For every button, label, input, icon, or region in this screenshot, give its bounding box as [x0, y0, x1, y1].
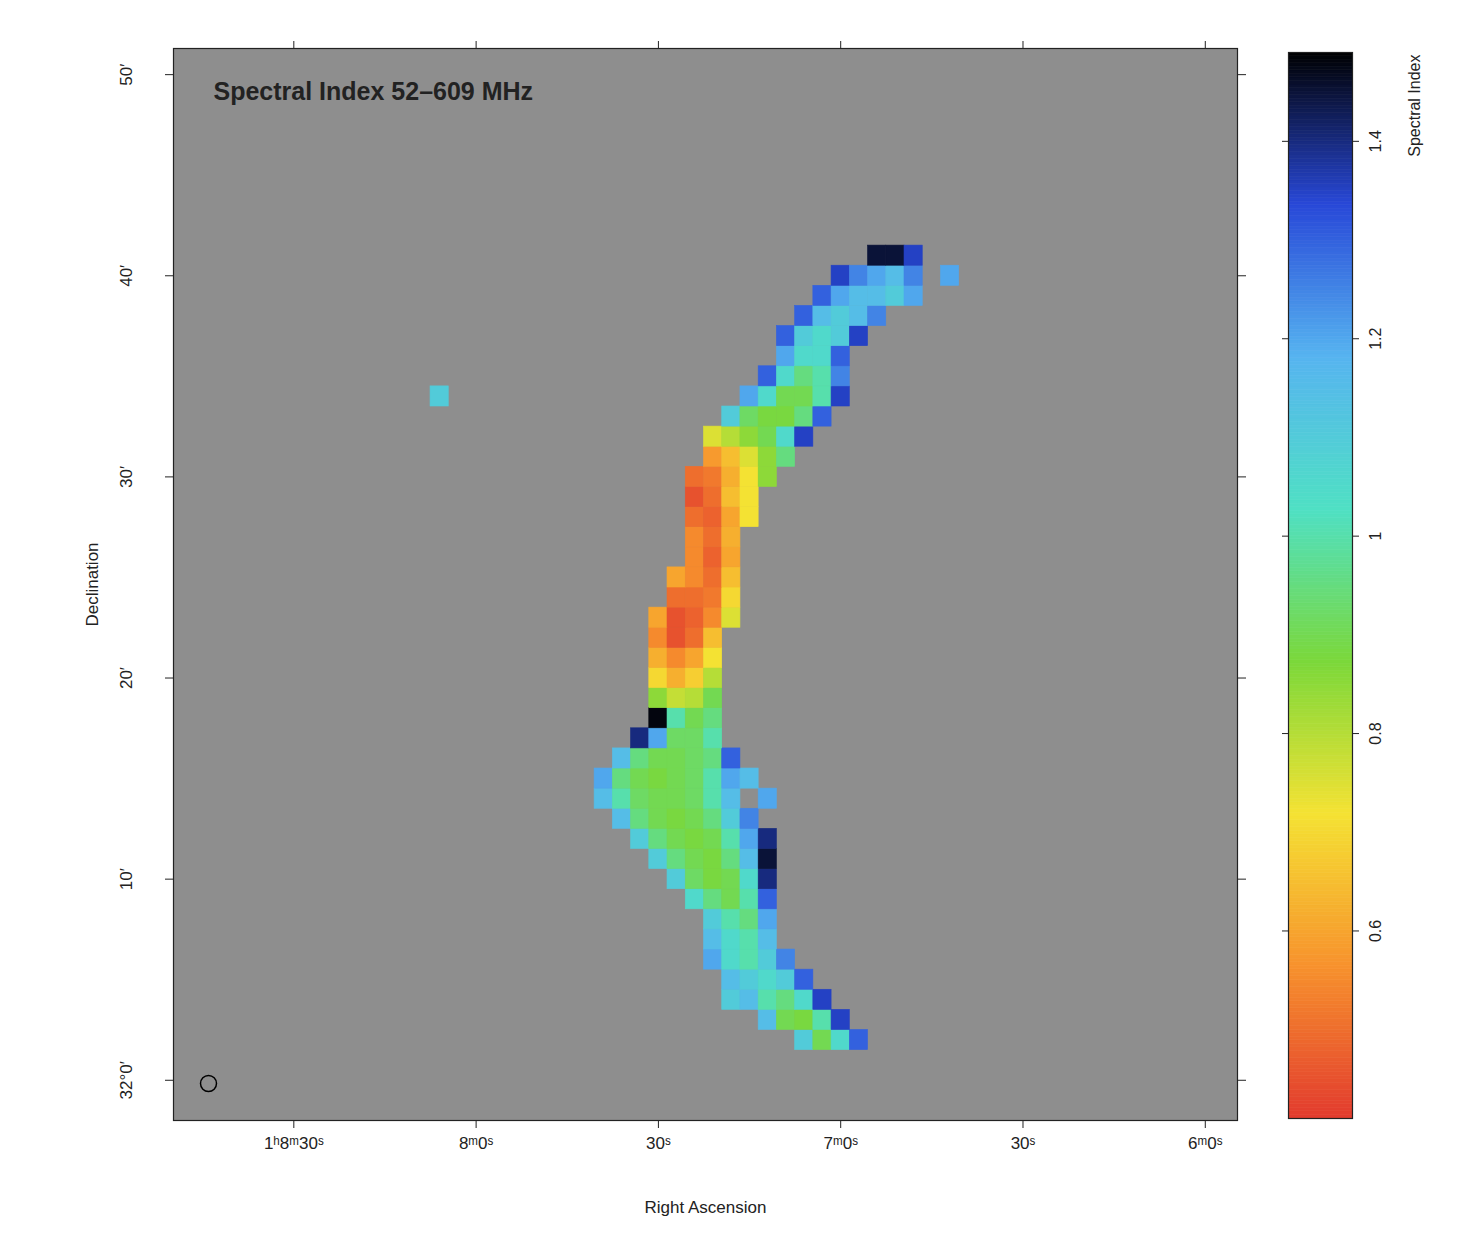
svg-text:0.8: 0.8 [1367, 722, 1384, 744]
svg-text:10′: 10′ [117, 868, 136, 890]
svg-text:1ʰ8ᵐ30ˢ: 1ʰ8ᵐ30ˢ [264, 1134, 324, 1153]
svg-text:50′: 50′ [117, 64, 136, 86]
svg-text:20′: 20′ [117, 667, 136, 689]
svg-text:30ˢ: 30ˢ [646, 1134, 671, 1153]
svg-text:1: 1 [1367, 532, 1384, 541]
svg-text:Right Ascension: Right Ascension [645, 1198, 767, 1217]
svg-text:7ᵐ0ˢ: 7ᵐ0ˢ [823, 1134, 858, 1153]
svg-text:40′: 40′ [117, 265, 136, 287]
svg-text:1.2: 1.2 [1367, 328, 1384, 350]
svg-text:Spectral Index: Spectral Index [1406, 55, 1423, 157]
svg-text:8ᵐ0ˢ: 8ᵐ0ˢ [459, 1134, 494, 1153]
svg-text:Declination: Declination [83, 542, 102, 626]
svg-text:32°0′: 32°0′ [117, 1061, 136, 1099]
svg-text:30′: 30′ [117, 466, 136, 488]
svg-text:0.6: 0.6 [1367, 920, 1384, 942]
svg-text:Spectral Index 52–609 MHz: Spectral Index 52–609 MHz [214, 77, 534, 105]
svg-text:1.4: 1.4 [1367, 130, 1384, 152]
svg-text:30ˢ: 30ˢ [1011, 1134, 1036, 1153]
svg-text:6ᵐ0ˢ: 6ᵐ0ˢ [1188, 1134, 1223, 1153]
